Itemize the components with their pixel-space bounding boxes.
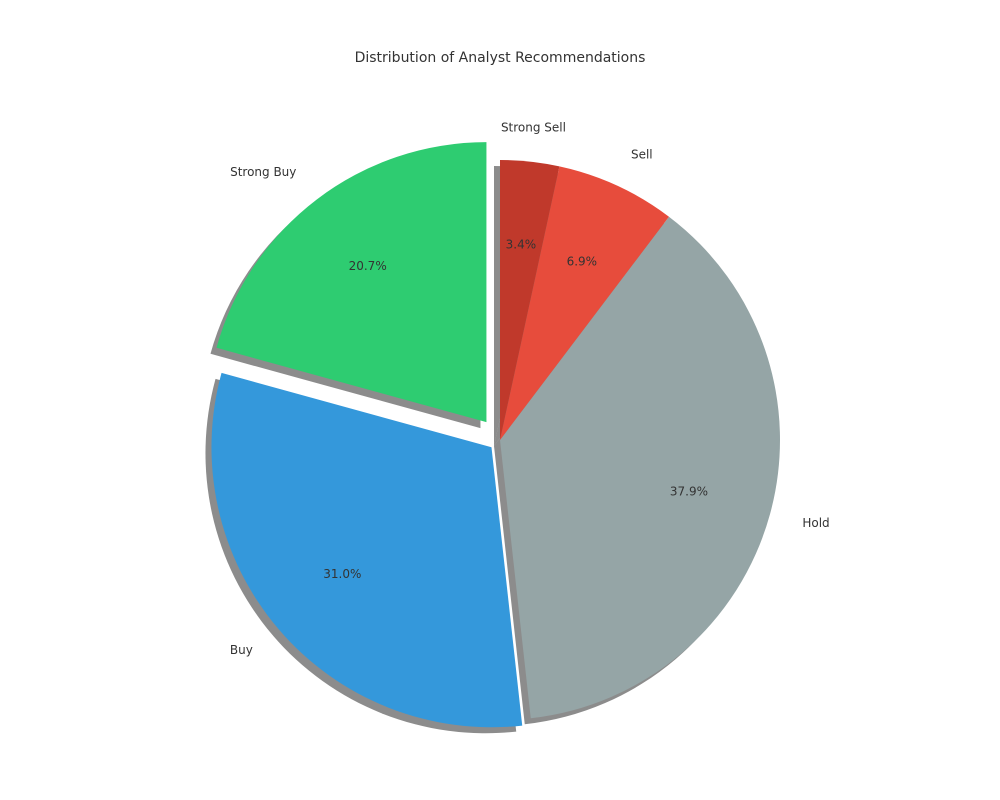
pie-category-label: Hold <box>802 516 829 530</box>
pie-pct-label: 20.7% <box>349 259 387 273</box>
pie-category-label: Buy <box>230 643 253 657</box>
pie-chart-svg: 20.7% Strong Buy 31.0% Buy 37.9% Hold 6.9% Sell… <box>0 0 1000 800</box>
pie-pct-label: 31.0% <box>323 567 361 581</box>
pie-category-label: Strong Sell <box>501 121 566 135</box>
pie-slice <box>216 142 486 422</box>
pie-category-label: Strong Buy <box>230 165 296 179</box>
pie-pct-label: 6.9% <box>567 254 598 268</box>
pie-category-label: Sell <box>631 148 653 162</box>
pie-chart-container: Distribution of Analyst Recommendations … <box>0 0 1000 800</box>
pie-pct-label: 37.9% <box>670 485 708 499</box>
pie-pct-label: 3.4% <box>506 238 537 252</box>
